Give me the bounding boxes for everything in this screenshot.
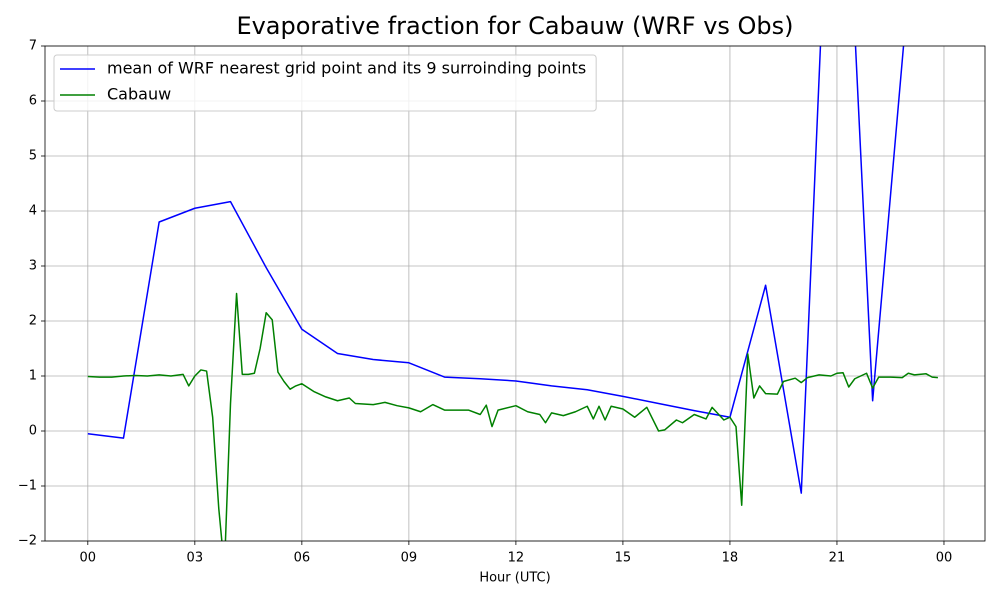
data-line xyxy=(87,46,905,494)
x-tick-label: 15 xyxy=(615,551,632,566)
y-tick-label: 3 xyxy=(29,259,37,274)
y-tick-label: 5 xyxy=(29,149,37,164)
plot-frame xyxy=(44,45,986,542)
legend-label: Cabauw xyxy=(107,85,171,104)
chart-title: Evaporative fraction for Cabauw (WRF vs … xyxy=(236,12,793,40)
y-tick-label: −1 xyxy=(18,479,37,494)
x-tick-label: 00 xyxy=(80,551,97,566)
x-axis-label: Hour (UTC) xyxy=(479,571,550,586)
data-line xyxy=(87,292,938,541)
y-tick-label: −2 xyxy=(18,534,37,549)
x-tick-label: 06 xyxy=(294,551,311,566)
x-tick-label: 18 xyxy=(722,551,739,566)
y-tick-label: 7 xyxy=(29,39,37,54)
x-tick-label: 03 xyxy=(187,551,204,566)
plot-lines xyxy=(87,46,938,541)
grid xyxy=(45,45,985,542)
x-tick-label: 09 xyxy=(401,551,418,566)
y-tick-label: 0 xyxy=(29,424,37,439)
x-tick-label: 00 xyxy=(936,551,953,566)
legend: mean of WRF nearest grid point and its 9… xyxy=(53,54,597,112)
y-tick-label: 6 xyxy=(29,94,37,109)
y-tick-label: 1 xyxy=(29,369,37,384)
legend-label: mean of WRF nearest grid point and its 9… xyxy=(107,59,586,78)
x-tick-label: 21 xyxy=(829,551,846,566)
legend-box xyxy=(53,54,597,112)
y-tick-label: 2 xyxy=(29,314,37,329)
y-tick-label: 4 xyxy=(29,204,37,219)
x-tick-label: 12 xyxy=(508,551,525,566)
